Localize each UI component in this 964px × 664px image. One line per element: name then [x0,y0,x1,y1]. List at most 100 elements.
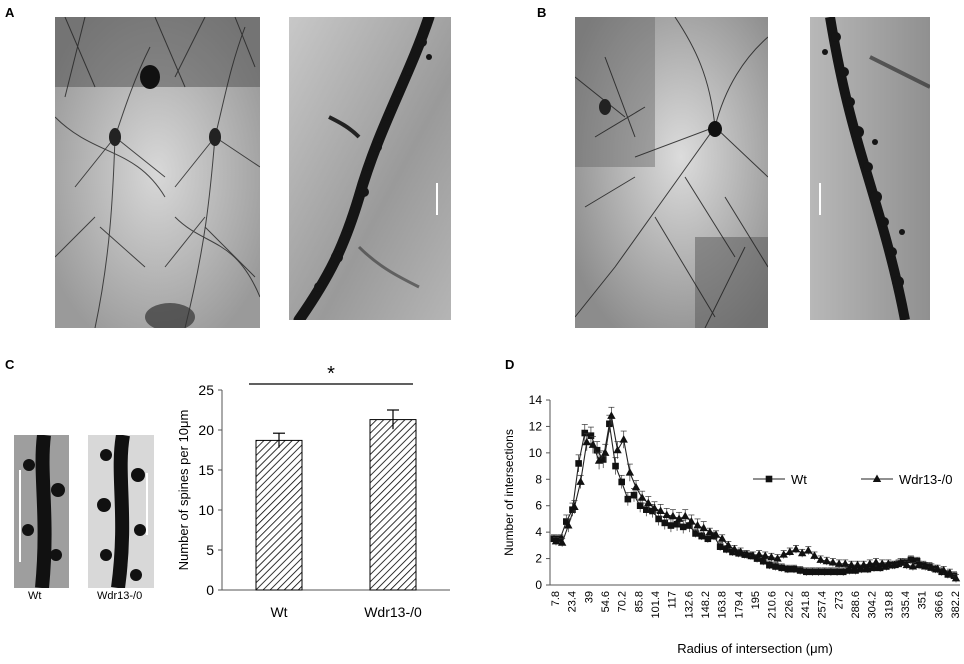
data-point [550,535,558,543]
neuron-drawing-a [55,17,260,328]
data-point [699,523,708,532]
data-point [624,495,632,503]
data-point [846,567,853,574]
data-point [619,435,628,443]
data-point [674,514,684,522]
x-tick-label: 210.6 [767,591,779,619]
data-point [871,558,881,566]
data-point [681,511,690,520]
data-point [847,560,856,569]
data-point [667,522,675,529]
data-point [919,561,927,569]
data-point [933,564,942,573]
data-point [599,456,607,463]
x-tick-label: 101.4 [650,591,662,619]
data-point [852,567,859,574]
data-point [939,565,948,574]
data-point [766,561,773,569]
data-point [815,568,822,576]
data-point [668,511,678,520]
data-point [730,544,739,553]
data-point [907,556,915,564]
data-point [698,532,705,540]
data-point [661,519,669,527]
data-point [810,551,819,559]
micrograph-ko-spines [88,435,154,588]
data-point [581,429,589,437]
data-point [921,562,930,570]
data-point [686,522,693,529]
data-point [655,515,662,523]
data-point [551,536,561,545]
data-point [951,573,961,582]
data-point [767,552,776,561]
y-tick-label: 10 [198,502,214,518]
data-point [772,563,779,570]
data-point [587,432,595,439]
data-point [607,411,616,419]
data-point [601,448,610,456]
data-point [784,565,792,573]
x-tick-label: 163.8 [717,591,729,619]
data-point [742,550,751,558]
data-point [711,530,721,538]
data-point [816,555,825,563]
data-point [858,565,865,573]
micrograph-wt-dendrite [289,17,451,320]
data-point [643,506,650,513]
y-tick-label: 2 [535,552,542,566]
dendrite-drawing-b [810,17,930,320]
data-point [593,446,601,454]
data-point [804,546,813,554]
data-point [927,563,936,571]
data-point [724,540,733,549]
data-point [773,554,782,562]
data-point [748,551,758,559]
x-tick-label: 335.4 [900,591,912,619]
x-tick-label: 304.2 [867,591,879,619]
y-tick-label: 5 [206,542,214,558]
series-group [551,406,961,583]
x-tick-label: 23.4 [567,591,579,612]
data-point [704,535,712,543]
micrograph-ko-neurons [575,17,768,328]
x-tick-label: 179.4 [733,591,745,619]
data-point [576,477,585,485]
data-point [841,559,850,567]
data-point [606,420,613,428]
data-point [588,440,598,448]
x-tick-label: 319.8 [883,591,895,619]
data-point [570,502,579,511]
data-point [736,547,745,555]
y-axis-title: Number of intersections [502,429,516,556]
data-point [687,517,696,525]
spines-drawing-ko [88,435,154,588]
data-point [716,543,724,550]
data-point [761,551,770,559]
caption-ko: Wdr13-/0 [97,590,143,602]
data-point [945,568,955,577]
dendrite-drawing-a [289,17,451,320]
x-tick-label: 257.4 [817,591,829,619]
y-tick-label: 0 [535,578,542,592]
data-point [839,568,847,576]
micrograph-wt-neurons [55,17,260,328]
x-tick-label: 39 [583,591,595,603]
panel-label-b: B [537,5,547,20]
data-point [753,555,761,562]
data-point [884,559,893,567]
data-point [877,559,887,567]
data-point [865,559,875,567]
legend-marker [765,475,773,483]
data-point [625,468,635,476]
data-point [790,565,798,573]
data-point [803,568,810,576]
data-point [896,558,905,566]
x-tick-label: 195 [750,591,762,609]
x-tick-label: 7.8 [550,591,562,606]
y-tick-label: 20 [198,422,214,438]
x-tick-label: 132.6 [683,591,695,619]
x-tick-label: 288.6 [850,591,862,619]
data-point [870,564,878,572]
series-line [555,415,957,579]
